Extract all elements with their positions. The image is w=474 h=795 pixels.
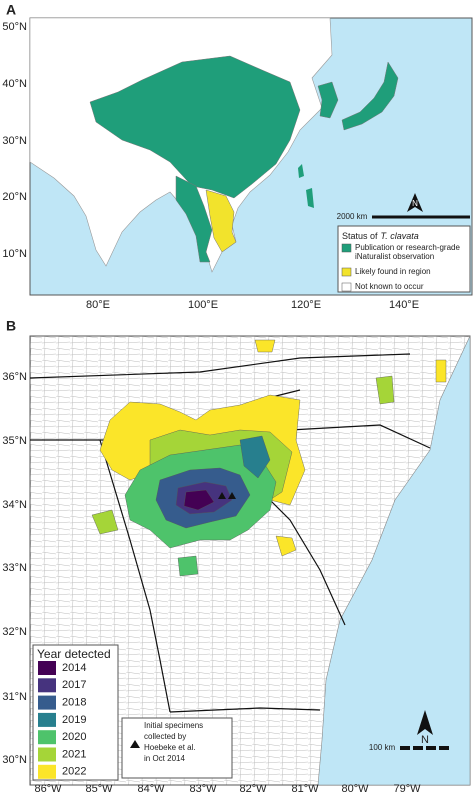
legend-swatch bbox=[38, 695, 56, 710]
map-a bbox=[29, 17, 473, 296]
lon-label: 100°E bbox=[188, 299, 218, 311]
lat-label: 32°N bbox=[2, 626, 27, 638]
legend-label: 2014 bbox=[62, 662, 86, 674]
lat-label: 30°N bbox=[2, 135, 27, 147]
legend-label: Likely found in region bbox=[355, 267, 431, 276]
range-taiwan bbox=[298, 164, 304, 178]
ocean bbox=[317, 335, 471, 786]
range-japan bbox=[341, 61, 399, 131]
legend-label: 2021 bbox=[62, 748, 86, 760]
lon-label: 140°E bbox=[389, 299, 419, 311]
legend-title-prefix: Status of bbox=[342, 231, 378, 241]
legend-label: 2022 bbox=[62, 766, 86, 778]
legend-swatch bbox=[38, 747, 56, 762]
scale-label: 100 km bbox=[369, 743, 396, 752]
lat-label: 31°N bbox=[2, 691, 27, 703]
legend-label: iNaturalist observation bbox=[355, 252, 434, 261]
lat-label: 30°N bbox=[2, 754, 27, 766]
panel-label: B bbox=[6, 318, 16, 334]
legend-title: Year detected bbox=[37, 647, 111, 661]
lat-label: 33°N bbox=[2, 562, 27, 574]
legend-swatch bbox=[341, 243, 352, 253]
annotation-box bbox=[121, 717, 233, 779]
lat-label: 50°N bbox=[2, 21, 27, 33]
annotation-text: Hoebeke et al. bbox=[144, 743, 196, 752]
range-philippines bbox=[306, 188, 314, 208]
legend-swatch bbox=[38, 661, 56, 675]
range-laos-vietnam bbox=[205, 189, 237, 253]
annotation-triangle bbox=[130, 740, 140, 748]
lon-label: 85°W bbox=[85, 783, 113, 795]
legend-swatch bbox=[38, 730, 56, 745]
annotation-text: Initial specimens bbox=[144, 721, 203, 730]
lon-label: 84°W bbox=[137, 783, 165, 795]
legend-box bbox=[337, 225, 471, 293]
north-arrow-b bbox=[417, 710, 433, 735]
lon-label: 86°W bbox=[34, 783, 62, 795]
legend-swatch bbox=[341, 282, 352, 292]
lon-label: 79°W bbox=[393, 783, 421, 795]
lat-label: 35°N bbox=[2, 435, 27, 447]
lat-label: 40°N bbox=[2, 78, 27, 90]
lon-label: 82°W bbox=[239, 783, 267, 795]
range-korea bbox=[317, 81, 339, 119]
range-myanmar bbox=[175, 175, 213, 263]
panel-label: A bbox=[6, 2, 16, 18]
range-china bbox=[89, 55, 301, 199]
legend-title-species: T. clavata bbox=[381, 231, 419, 241]
north-label: N bbox=[412, 199, 418, 208]
legend-label: 2019 bbox=[62, 714, 86, 726]
north-arrow-a bbox=[407, 193, 423, 212]
north-label: N bbox=[421, 734, 429, 746]
lon-label: 83°W bbox=[189, 783, 217, 795]
legend-swatch bbox=[38, 764, 56, 779]
legend-swatch bbox=[341, 267, 352, 277]
lon-label: 80°W bbox=[341, 783, 369, 795]
legend-label: 2017 bbox=[62, 679, 86, 691]
lon-label: 81°W bbox=[291, 783, 319, 795]
annotation-text: collected by bbox=[144, 732, 186, 741]
legend-swatch bbox=[38, 712, 56, 727]
annotation-text: in Oct 2014 bbox=[144, 754, 185, 763]
legend-label: 2018 bbox=[62, 697, 86, 709]
legend-swatch bbox=[38, 678, 56, 693]
lat-label: 20°N bbox=[2, 191, 27, 203]
lat-label: 10°N bbox=[2, 248, 27, 260]
legend-label: Not known to occur bbox=[355, 282, 424, 291]
detections bbox=[91, 339, 447, 577]
scale-label: 2000 km bbox=[337, 212, 368, 221]
lon-label: 120°E bbox=[291, 299, 321, 311]
lon-label: 80°E bbox=[86, 299, 110, 311]
legend-label: Publication or research-grade bbox=[355, 243, 460, 252]
initial-specimens bbox=[218, 492, 236, 499]
legend-label: 2020 bbox=[62, 731, 86, 743]
lat-label: 34°N bbox=[2, 499, 27, 511]
lat-label: 36°N bbox=[2, 371, 27, 383]
legend-title: Status of T. clavata bbox=[342, 231, 419, 241]
